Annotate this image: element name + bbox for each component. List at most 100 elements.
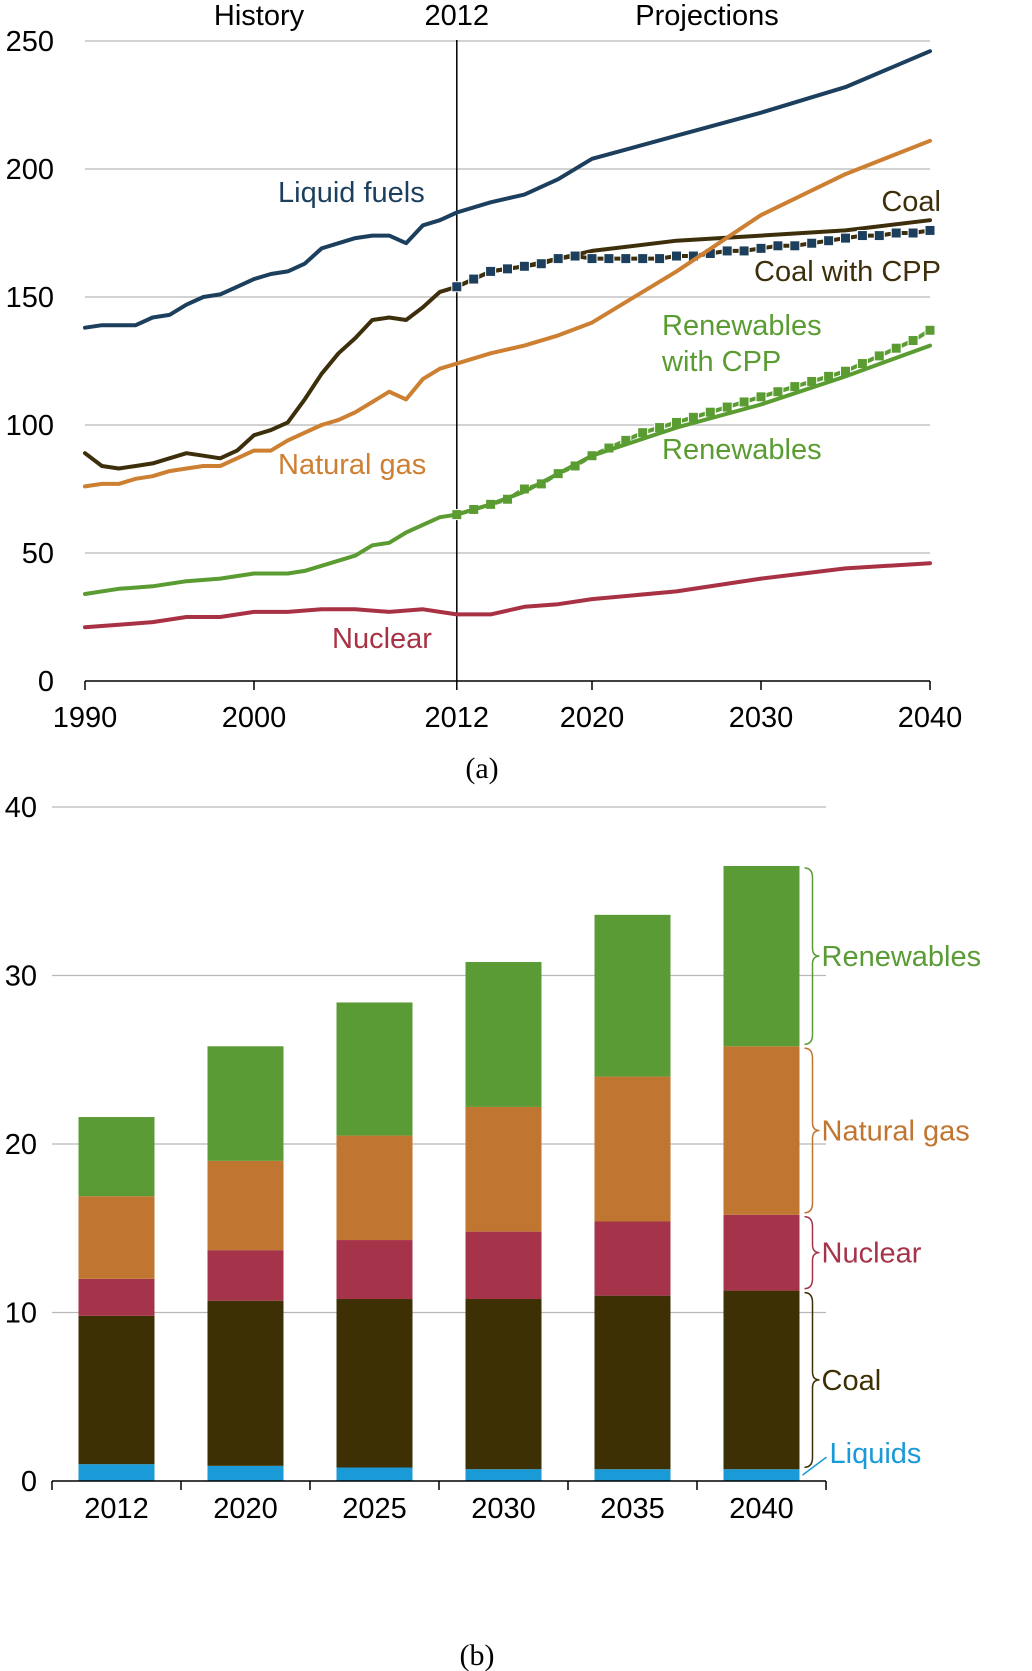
chart-b-y-tick-label: 20 [5,1129,37,1161]
chart-a-marker-coal-with-cpp [502,263,513,275]
chart-a-label-line: Renewables [662,310,822,342]
chart-b-label-liquids: Liquids [830,1438,922,1470]
chart-b-bar-nuclear-2012 [78,1278,155,1316]
chart-b-leader-liquids [802,1456,827,1476]
chart-a-marker-coal-with-cpp [671,250,682,262]
chart-b-x-ticks: 2012 2020 2025 2030 2035 2040 [51,1481,827,1525]
chart-b-x-tick-label: 2025 [342,1493,407,1525]
chart-b-y-tick-label: 30 [5,961,37,993]
chart-a-gridlines [85,40,930,554]
chart-a-marker-coal-with-cpp [586,253,598,265]
chart-b-bar-liquids-2012 [78,1464,155,1481]
chart-b-bar-natural-gas-2025 [336,1135,413,1241]
chart-a-marker-coal-with-cpp [806,237,818,249]
chart-b-bar-nuclear-2040 [723,1214,800,1291]
chart-b-y-tick-label: 40 [5,792,37,824]
chart-a-label-renewables-with-cpp: Renewables with CPP [661,310,822,378]
chart-a-x-tick-label: 2030 [729,702,794,734]
chart-a-line-liquid-fuels [83,49,932,330]
chart-b-y-ticks: 0 10 20 30 40 [5,792,37,1498]
chart-a-label-natural-gas: Natural gas [278,449,426,481]
chart-a-label-coal: Coal [881,186,941,218]
chart-b-bar-natural-gas-2012 [78,1196,155,1279]
chart-a-x-tick-label: 1990 [53,702,118,734]
chart-b-bracket-labels: Renewables Natural gas Nuclear Coal Liquids [802,867,982,1476]
chart-a-marker-coal-with-cpp [518,260,530,272]
chart-a-marker-coal-with-cpp [907,227,919,239]
chart-a-y-tick-label: 250 [6,26,54,58]
chart-b-bar-natural-gas-2035 [594,1076,671,1222]
chart-b-bar-natural-gas-2020 [207,1160,284,1251]
chart-a-marker-renewables-with-cpp [772,386,784,398]
chart-a-marker-coal-with-cpp [603,253,615,265]
chart-b-label-renewables: Renewables [822,941,982,973]
chart-b-bracket-nuclear [804,1216,820,1290]
chart-b-bar-natural-gas-2040 [723,1046,800,1215]
chart-a-y-tick-label: 50 [22,538,54,570]
chart-b-bar-nuclear-2020 [207,1250,284,1301]
chart-a-marker-coal-with-cpp [924,224,936,236]
chart-a-projections-header: Projections [635,0,778,32]
chart-a-label-renewables: Renewables [662,434,822,466]
chart-a-y-tick-label: 200 [6,154,54,186]
chart-a-series-labels: Liquid fuels Coal Coal with CPP Natural gas… [278,177,941,655]
chart-b-bar-coal-2030 [465,1299,542,1470]
chart-a-marker-renewables-with-cpp [738,396,750,408]
chart-a-line-nuclear [83,561,932,630]
chart-a-marker-coal-with-cpp [772,240,784,252]
chart-b-bar-renewables-2012 [78,1117,155,1197]
chart-b-bar-natural-gas-2030 [465,1106,542,1232]
chart-a-y-ticks: 0 50 100 150 200 250 [6,26,54,698]
chart-a-line-natural-gas [83,138,932,489]
chart-b-bar-renewables-2025 [336,1002,413,1136]
chart-a-x-tick-label: 2040 [898,702,963,734]
chart-a-marker-coal-with-cpp [823,235,835,247]
chart-b-bar-coal-2012 [78,1315,155,1465]
chart-b-bar-renewables-2035 [594,914,671,1077]
chart-a-marker-coal-with-cpp [468,273,480,285]
chart-b-bar-nuclear-2025 [336,1240,413,1300]
chart-a-marker-renewables-with-cpp [873,350,885,362]
chart-b-bar-liquids-2030 [465,1469,542,1481]
chart-a-marker-coal-with-cpp [738,245,750,257]
chart-a-marker-renewables-with-cpp [924,324,936,336]
chart-a-marker-coal-with-cpp [840,232,851,244]
chart-b-bar-liquids-2040 [723,1469,800,1481]
chart-a-y-tick-label: 150 [6,282,54,314]
chart-a-label-liquid-fuels: Liquid fuels [278,177,425,209]
chart-a-label-line: Nuclear [332,623,432,655]
chart-a-divider-header: 2012 [425,0,490,32]
chart-b-bar-coal-2040 [723,1290,800,1470]
chart-a-x-ticks: 1990 2000 2012 2020 2030 2040 [53,681,963,734]
chart-a-label-coal-with-cpp: Coal with CPP [754,256,941,288]
chart-b-label-nuclear: Nuclear [822,1238,922,1270]
chart-b-bar-renewables-2040 [723,865,800,1047]
chart-a-series-lines [83,49,936,630]
chart-a-x-tick-label: 2000 [222,702,287,734]
chart-a-marker-coal-with-cpp [856,230,868,242]
chart-b-bracket-natural-gas [804,1047,820,1214]
chart-b-bar-nuclear-2035 [594,1221,671,1296]
chart-b-bar-liquids-2020 [207,1465,284,1481]
chart-a-y-tick-label: 0 [38,666,54,698]
chart-a-x-tick-label: 2020 [560,702,625,734]
chart-b-x-tick-label: 2030 [471,1493,536,1525]
chart-a-marker-coal-with-cpp [569,250,581,262]
chart-b-label-coal: Coal [822,1365,882,1397]
chart-a-label-line: Renewables [662,434,822,466]
chart-b-bar-nuclear-2030 [465,1231,542,1300]
chart-b-x-tick-label: 2035 [600,1493,665,1525]
chart-a-marker-coal-with-cpp [637,253,649,265]
chart-b-bar-renewables-2030 [465,962,542,1107]
chart-b-bar-renewables-2020 [207,1046,284,1161]
chart-b-caption: (b) [460,1639,495,1671]
chart-a-marker-renewables-with-cpp [721,401,733,413]
chart-b-bars [78,865,800,1481]
chart-b-y-tick-label: 10 [5,1298,37,1330]
chart-b-bar-coal-2025 [336,1299,413,1468]
chart-a-marker-coal-with-cpp [873,230,885,242]
chart-a-label-nuclear: Nuclear [332,623,432,655]
chart-a-caption: (a) [465,752,498,785]
chart-a-label-line: Coal [881,186,941,218]
